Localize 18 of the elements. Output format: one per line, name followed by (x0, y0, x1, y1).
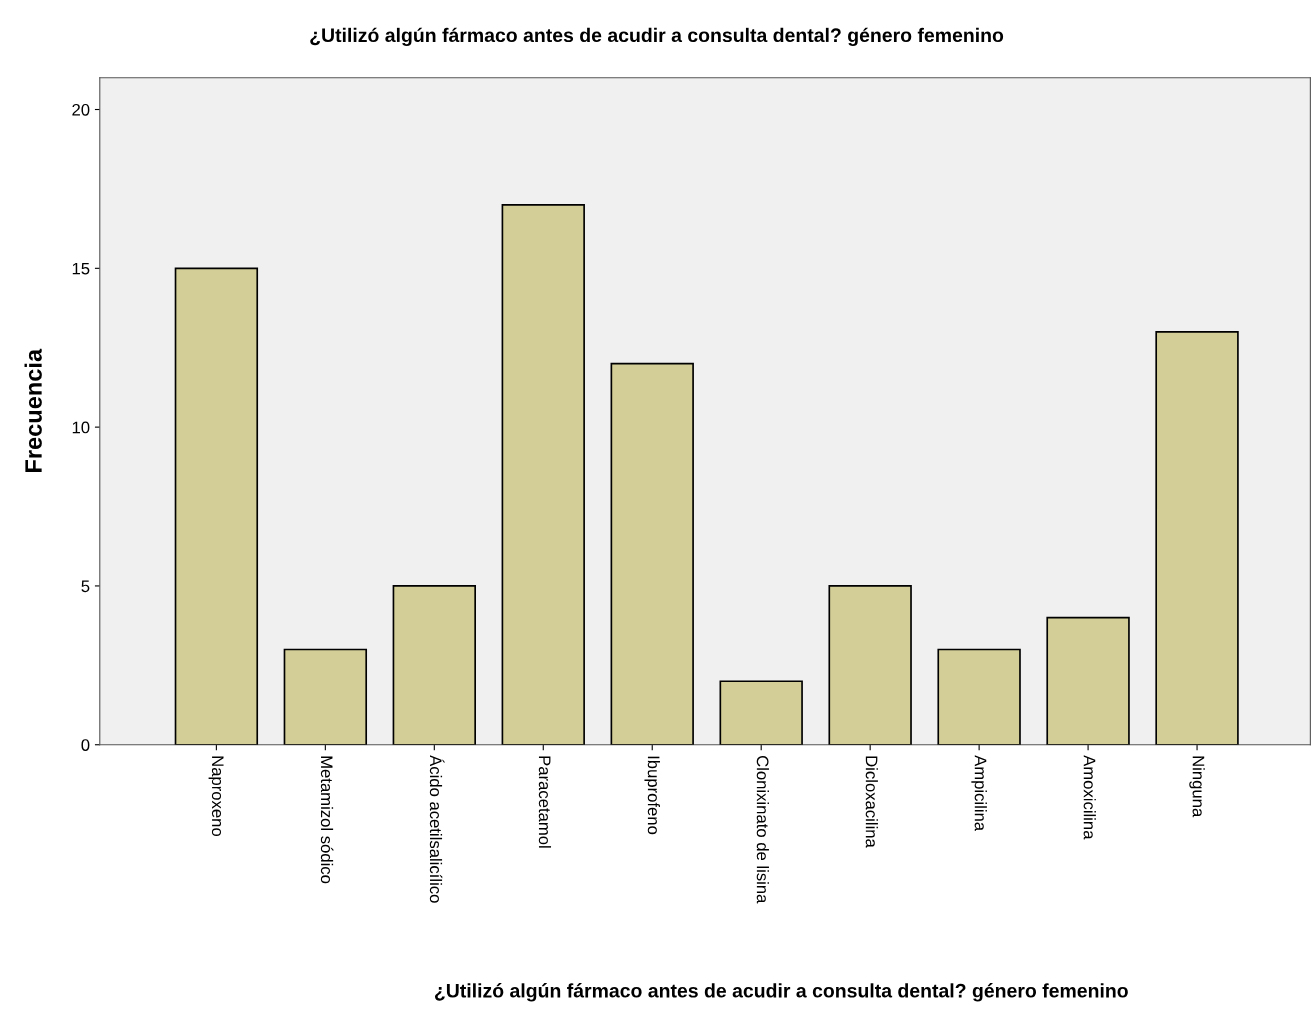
x-axis-title: ¿Utilizó algún fármaco antes de acudir a consulta dental? género femenino (434, 983, 1128, 1002)
x-tick-label: Ácido acetilsalicílico (429, 755, 445, 903)
y-tick-label: 20 (72, 103, 90, 116)
x-tick-label: Dicloxacilina (865, 756, 878, 848)
y-tick-label: 5 (81, 580, 90, 593)
x-tick-label: Ibuprofeno (644, 756, 660, 835)
x-tick-label: Clonixinato de lisina (756, 756, 769, 904)
x-tick-label: Ninguna (1189, 756, 1205, 818)
chart-title: ¿Utilizó algún fármaco antes de acudir a consulta dental? género femenino (310, 27, 1004, 47)
x-tick-label: Amoxicilina (1083, 755, 1096, 840)
x-tick-label: Ampicilina (971, 755, 987, 832)
x-tick-label: Metamizol sódico (320, 756, 334, 884)
y-axis-title: Frecuencia (24, 348, 42, 472)
y-tick-label: 0 (81, 739, 90, 751)
y-tick-label: 10 (72, 421, 90, 434)
x-tick-label: Paracetamol (538, 756, 552, 848)
y-tick-label: 15 (72, 262, 90, 275)
x-tick-label: Naproxeno (208, 756, 224, 836)
